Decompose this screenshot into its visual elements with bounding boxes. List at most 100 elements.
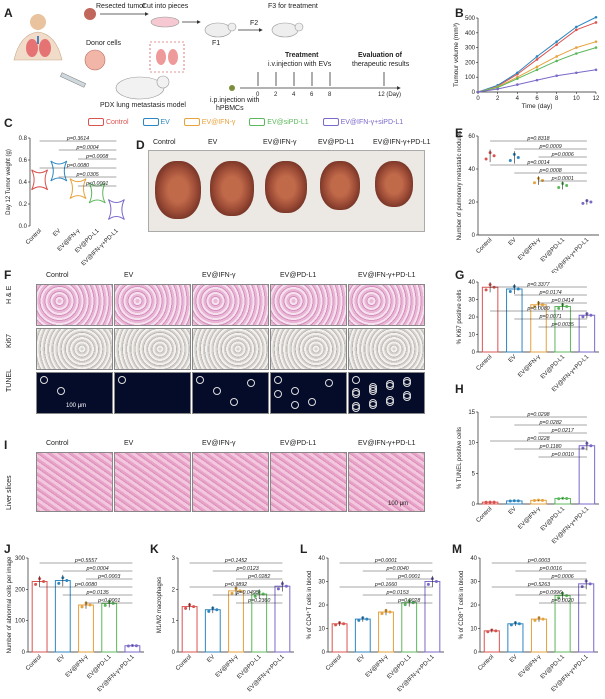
series-point — [575, 71, 578, 75]
data-point — [388, 610, 392, 614]
p-value: p=0.0040 — [385, 566, 408, 572]
x-tick-label: EV@IFN-γ — [65, 654, 90, 679]
cd8-chart: 0 10 20 30 40 % of CD8⁺T cells in blood Contro… — [458, 556, 598, 693]
series-point — [535, 55, 539, 58]
data-point — [557, 185, 561, 189]
y-axis-label: % of CD4⁺T cells in blood — [306, 571, 313, 640]
y-tick-label: 0 — [472, 233, 476, 239]
p-value: p=0.0006 — [551, 152, 574, 158]
tumor-photo-label: EV@PD-L1 — [318, 139, 355, 146]
p-value: p=0.0135 — [85, 590, 108, 596]
panel-letter-g: G — [455, 268, 465, 282]
label-treatment-2: i.v.injection with EVs — [268, 61, 332, 68]
data-point — [509, 623, 513, 627]
series-point — [535, 78, 539, 82]
y-tick-label: 400 — [465, 31, 476, 37]
p-value: p=0.0080 — [526, 306, 549, 312]
p-value: p=0.0006 — [550, 574, 573, 580]
tumor-photo-label: Control — [153, 139, 176, 146]
scale-bar-label: 100 μm — [66, 403, 87, 409]
y-tick-label: 20 — [468, 315, 475, 321]
violin — [31, 169, 49, 191]
y-tick-label: 5 — [472, 471, 476, 477]
series-point — [575, 52, 578, 55]
x-tick-label: 10 — [573, 96, 580, 102]
data-point — [494, 629, 498, 633]
histology-image — [348, 328, 425, 370]
y-tick-label: 0.4 — [19, 180, 28, 186]
p-value: p=0.0004 — [85, 566, 108, 572]
data-point — [253, 594, 257, 598]
data-point — [533, 305, 536, 309]
data-point — [565, 496, 569, 500]
p-value: p=0.0009 — [538, 144, 561, 150]
panel-letter-k: K — [150, 542, 159, 556]
data-point — [42, 580, 46, 583]
series-point — [594, 68, 598, 72]
series-point — [476, 90, 480, 94]
data-point — [557, 596, 561, 600]
tumor-weight-violin-chart: 0.0 0.2 0.4 0.6 0.8 Day 12 Tumor weight (g) Co… — [6, 136, 125, 267]
series-point — [555, 59, 558, 63]
data-point — [557, 497, 561, 501]
tick-day-4: 4 — [292, 92, 296, 98]
p-value: p=0.0028 — [397, 598, 420, 604]
liver-slice-image — [192, 452, 269, 512]
bar — [554, 595, 571, 653]
tumour-volume-chart: 0 100 200 300 400 500 0 2 4 6 8 10 12 Time (day) Tumou… — [453, 15, 600, 110]
bar — [78, 604, 94, 653]
data-point — [541, 498, 544, 502]
p-value: p<0.0001 — [85, 181, 108, 187]
data-point — [484, 288, 488, 292]
bar — [228, 590, 244, 653]
data-point — [484, 500, 488, 504]
tumor-photo — [210, 161, 254, 216]
lung-right-icon — [39, 39, 51, 57]
data-point — [426, 582, 430, 586]
y-tick-label: 200 — [465, 60, 476, 66]
y-tick-label: 40 — [468, 280, 475, 286]
y-tick-label: 20 — [470, 603, 477, 609]
y-tick-label: 200 — [15, 587, 26, 593]
data-point — [589, 313, 593, 317]
mouse-f3-icon — [271, 22, 299, 38]
y-tick-label: 3 — [172, 556, 176, 562]
x-tick-label: EV — [508, 237, 518, 247]
data-point — [411, 601, 415, 605]
p-value: p=0.8318 — [526, 136, 549, 142]
bar — [507, 623, 524, 653]
p-value: p=0.0080 — [74, 582, 97, 588]
p-value: p=0.1452 — [224, 558, 247, 564]
data-point — [215, 608, 219, 612]
liver-slice-image — [114, 452, 191, 512]
x-tick-label: 4 — [516, 96, 520, 102]
x-tick-label: Control — [476, 354, 494, 372]
histology-row-label: TUNEL — [6, 369, 13, 392]
histology-column-header: EV@PD-L1 — [280, 272, 317, 279]
patient-head-icon — [30, 14, 46, 30]
legend-item-sipdl1: EV@siPD-L1 — [249, 118, 309, 130]
metastatic-nodules-chart: 0 20 40 60 Number of pulmonary metastatic no… — [457, 131, 599, 273]
pdx-mouse-icon — [115, 76, 165, 100]
legend: Control EV EV@IFN-γ EV@siPD-L1 EV@IFN-γ+… — [88, 118, 448, 130]
panel-letter-i: I — [4, 438, 8, 452]
data-point — [230, 591, 234, 595]
series-point — [555, 55, 558, 58]
data-point — [516, 155, 520, 159]
label-eval-1: Evaluation of — [358, 52, 402, 59]
tick-day-6: 6 — [310, 92, 314, 98]
donor-cells-icon — [84, 49, 106, 71]
tumor-photos: Control EV EV@IFN-γ EV@PD-L1 EV@IFN-γ+PD-L1 — [148, 139, 430, 232]
p-value: p=0.0016 — [539, 566, 562, 572]
p-value: p=0.0001 — [397, 574, 420, 580]
data-point — [486, 630, 490, 634]
p-value: p=0.9892 — [224, 582, 247, 588]
histology-image — [36, 328, 113, 370]
bar — [101, 602, 118, 653]
petri-dish-icon — [150, 16, 180, 28]
p-value: p=0.1180 — [539, 444, 562, 450]
liver-column-header: EV@IFN-γ+PD-L1 — [358, 440, 416, 447]
p-value: p=0.0001 — [374, 558, 397, 564]
y-tick-label: 30 — [468, 298, 475, 304]
x-tick-label: EV@IFN-γ — [518, 654, 543, 679]
